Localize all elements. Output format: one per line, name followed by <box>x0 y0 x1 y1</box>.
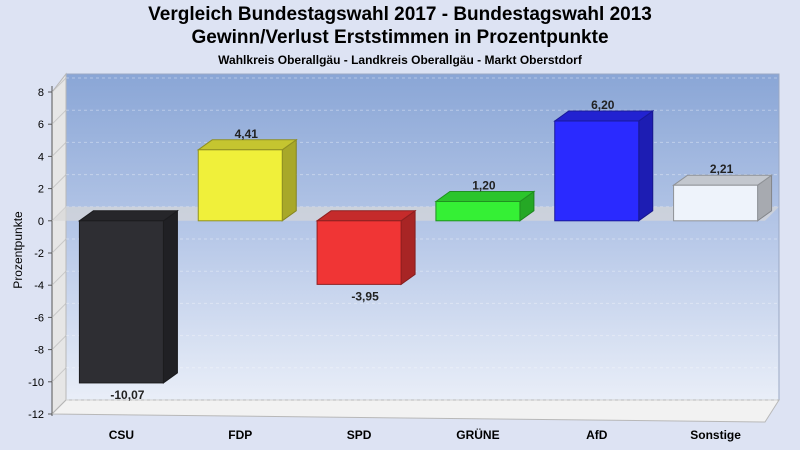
y-tick-label: -8 <box>34 345 44 357</box>
y-tick-label: 0 <box>38 216 44 228</box>
gridline-wall <box>51 109 67 125</box>
bar-top <box>672 174 774 186</box>
bar-front <box>197 149 283 222</box>
gridline-wall <box>51 238 67 254</box>
chart-title: Vergleich Bundestagswahl 2017 - Bundesta… <box>148 4 652 25</box>
y-tick-label: 8 <box>38 87 44 99</box>
bar-top <box>77 210 179 222</box>
left-wall <box>51 72 67 416</box>
y-axis-ticks: 8 6 4 2 0 -2 -4 -6 -8 -10 -12 <box>28 87 52 421</box>
bar-front <box>435 200 521 222</box>
chart-title-line-2: Gewinn/Verlust Erststimmen in Prozentpun… <box>191 27 609 48</box>
gridline-wall <box>51 367 67 383</box>
y-tick-label: -12 <box>28 409 44 421</box>
bar-front <box>78 220 164 384</box>
bar-side <box>400 209 416 286</box>
bar-fdp: 4,41 <box>196 127 298 222</box>
bar-front <box>316 220 402 285</box>
gridline-wall <box>51 270 67 286</box>
floor <box>50 399 780 423</box>
bar-top <box>553 110 655 122</box>
y-tick-label: -10 <box>28 377 44 389</box>
x-category-label: Sonstige <box>690 428 741 442</box>
data-label: 4,41 <box>235 127 259 141</box>
y-tick-label: -2 <box>34 248 44 260</box>
gridline-wall <box>51 303 67 318</box>
bar-spd: -3,95 <box>315 209 417 303</box>
bar-side <box>638 110 654 222</box>
chart-subtitle: Wahlkreis Oberallgäu - Landkreis Oberall… <box>218 53 582 67</box>
plot-background <box>50 72 780 423</box>
gridline-wall <box>51 335 67 350</box>
y-tick-label: -6 <box>34 312 44 324</box>
y-tick-label: 6 <box>38 119 44 131</box>
gridline-wall <box>51 142 67 157</box>
y-tick-label: -4 <box>34 280 44 292</box>
bar-grüne: 1,20 <box>434 178 536 222</box>
data-label: 6,20 <box>591 98 615 112</box>
x-category-label: FDP <box>228 428 252 442</box>
data-label: -3,95 <box>351 289 379 303</box>
x-category-label: CSU <box>109 428 134 442</box>
bar-sonstige: 2,21 <box>672 162 774 222</box>
x-category-label: SPD <box>347 428 372 442</box>
gridline-wall <box>51 399 67 415</box>
gridline-wall <box>51 77 67 93</box>
data-label: 2,21 <box>710 162 734 176</box>
x-axis-categories: CSU FDP SPD GRÜNE AfD Sonstige <box>109 427 742 442</box>
bar-top <box>315 210 417 222</box>
x-category-label: GRÜNE <box>456 427 499 442</box>
bar-side <box>281 138 297 222</box>
y-tick-label: 2 <box>38 184 44 196</box>
x-category-label: AfD <box>586 428 608 442</box>
bar-top <box>196 139 298 151</box>
bars: -10,07 4,41 -3,95 1,20 6,20 2,21 <box>77 98 774 402</box>
bar-top <box>434 190 536 202</box>
y-tick-label: 4 <box>38 151 44 163</box>
bar-side <box>162 209 178 384</box>
bar-csu: -10,07 <box>77 209 179 402</box>
y-axis-label: Prozentpunkte <box>11 211 25 289</box>
data-label: 1,20 <box>472 178 496 192</box>
data-label: -10,07 <box>110 388 144 402</box>
back-wall <box>65 73 780 401</box>
gridline-wall <box>51 174 67 189</box>
bar-front <box>554 120 640 222</box>
bar-front <box>673 184 759 222</box>
bar-afd: 6,20 <box>553 98 655 222</box>
